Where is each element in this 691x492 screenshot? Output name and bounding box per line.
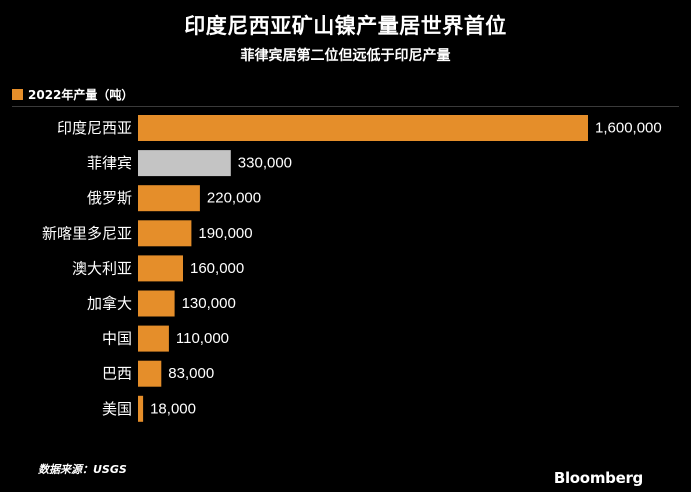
- category-label-5: 加拿大: [87, 295, 132, 313]
- source-note: 数据来源：USGS: [38, 463, 127, 476]
- bar-2: [138, 185, 200, 212]
- value-label-3: 190,000: [198, 225, 252, 242]
- chart-title: 印度尼西亚矿山镍产量居世界首位: [184, 14, 507, 38]
- category-label-1: 菲律宾: [87, 154, 132, 172]
- bar-1: [138, 150, 231, 177]
- legend: 2022年产量（吨）: [12, 86, 133, 102]
- bar-4: [138, 255, 183, 282]
- value-label-6: 110,000: [176, 330, 229, 347]
- value-label-8: 18,000: [150, 400, 196, 417]
- bloomberg-logo: Bloomberg: [553, 469, 643, 487]
- value-label-0: 1,600,000: [595, 120, 662, 137]
- bar-7: [138, 360, 162, 387]
- chart-subtitle: 菲律宾居第二位但远低于印尼产量: [240, 48, 451, 64]
- value-label-2: 220,000: [207, 190, 261, 207]
- bar-0: [138, 115, 588, 141]
- legend-swatch: [12, 88, 23, 100]
- legend-divider: [12, 106, 679, 107]
- legend-label: 2022年产量（吨）: [28, 87, 134, 102]
- category-label-2: 俄罗斯: [87, 189, 132, 207]
- category-label-8: 美国: [102, 400, 132, 418]
- bar-5: [138, 290, 175, 317]
- value-label-1: 330,000: [238, 155, 292, 172]
- value-label-5: 130,000: [182, 295, 236, 312]
- bar-3: [138, 220, 192, 247]
- bar-8: [138, 395, 144, 422]
- category-label-7: 巴西: [102, 365, 132, 383]
- value-label-4: 160,000: [190, 260, 244, 277]
- bar-6: [138, 325, 169, 352]
- value-label-7: 83,000: [168, 365, 214, 382]
- category-label-3: 新喀里多尼亚: [42, 224, 132, 242]
- category-label-0: 印度尼西亚: [57, 119, 132, 137]
- category-label-4: 澳大利亚: [72, 259, 132, 277]
- category-label-6: 中国: [102, 330, 132, 348]
